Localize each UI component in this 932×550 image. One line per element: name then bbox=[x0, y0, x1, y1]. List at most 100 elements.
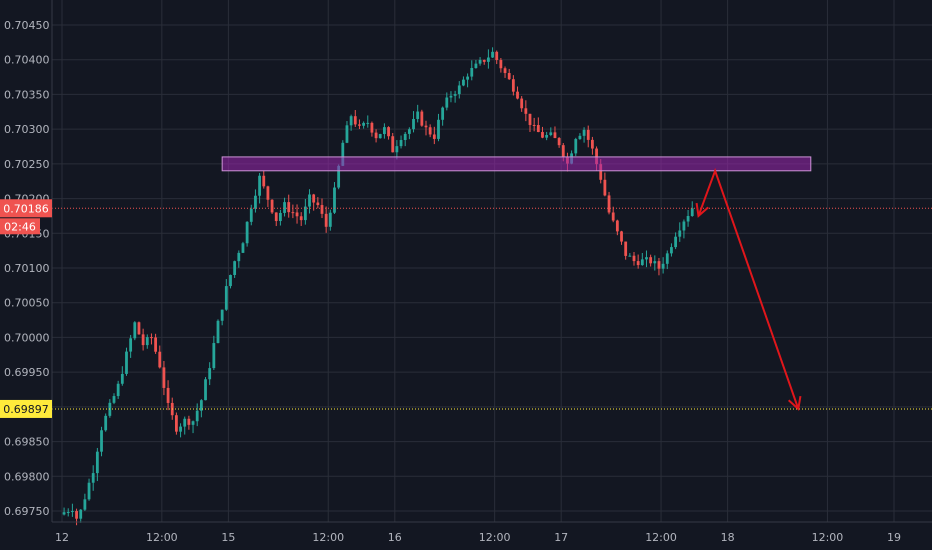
candle-body bbox=[116, 383, 120, 397]
candle-body bbox=[407, 129, 411, 134]
y-tick-label: 0.70450 bbox=[4, 19, 50, 32]
candle-body bbox=[511, 79, 515, 92]
candle-body bbox=[312, 194, 316, 203]
candle-body bbox=[432, 134, 436, 139]
x-tick-label: 19 bbox=[887, 531, 901, 544]
candle-body bbox=[320, 205, 324, 214]
candle-body bbox=[112, 396, 116, 403]
x-tick-label: 12:00 bbox=[146, 531, 178, 544]
candle-body bbox=[208, 368, 212, 380]
candle-body bbox=[216, 320, 220, 344]
candle-body bbox=[175, 415, 178, 432]
candle-body bbox=[358, 124, 361, 126]
candle-body bbox=[611, 212, 615, 221]
candle-body bbox=[553, 132, 557, 139]
candle-body bbox=[657, 261, 661, 269]
candle-body bbox=[366, 122, 370, 124]
candle-body bbox=[682, 221, 686, 231]
candle-body bbox=[224, 286, 228, 310]
candle-body bbox=[179, 426, 182, 432]
candle-body bbox=[333, 187, 336, 213]
candle-body bbox=[462, 79, 465, 86]
candle-body bbox=[162, 367, 166, 388]
candle-body bbox=[557, 138, 561, 146]
candle-body bbox=[424, 125, 428, 128]
candle-body bbox=[258, 175, 261, 196]
candle-body bbox=[528, 113, 532, 125]
candle-body bbox=[75, 511, 78, 519]
candle-body bbox=[445, 97, 449, 108]
candle-body bbox=[482, 59, 486, 62]
candle-body bbox=[71, 511, 74, 513]
candle-body bbox=[383, 127, 386, 135]
y-tick-label: 0.70350 bbox=[4, 88, 50, 101]
resistance-zone-layer bbox=[221, 156, 812, 172]
candle-body bbox=[220, 309, 224, 321]
candle-body bbox=[245, 221, 249, 244]
candle-body bbox=[249, 208, 253, 222]
candle-body bbox=[595, 148, 598, 165]
candle-body bbox=[120, 373, 124, 384]
candle-body bbox=[387, 127, 390, 137]
candle-body bbox=[266, 186, 270, 200]
candle-body bbox=[649, 257, 653, 264]
candle-body bbox=[79, 509, 83, 519]
candle-body bbox=[104, 415, 108, 431]
candle-body bbox=[274, 212, 278, 222]
candle-body bbox=[353, 116, 357, 125]
candle-body bbox=[416, 111, 420, 119]
candle-body bbox=[478, 59, 482, 64]
candle-body bbox=[345, 125, 349, 143]
y-tick-label: 0.70400 bbox=[4, 54, 50, 67]
arrow-head-down bbox=[788, 395, 802, 411]
candle-body bbox=[303, 206, 307, 221]
candle-body bbox=[640, 259, 644, 266]
y-tick-label: 0.69850 bbox=[4, 436, 50, 449]
candle-body bbox=[636, 261, 640, 266]
candle-body bbox=[520, 98, 524, 109]
countdown-label: 02:46 bbox=[4, 220, 36, 233]
candle-body bbox=[628, 255, 632, 257]
candle-body bbox=[166, 387, 170, 403]
candle-body bbox=[599, 164, 603, 180]
candle-body bbox=[449, 95, 453, 98]
x-tick-label: 12:00 bbox=[645, 531, 677, 544]
candle-body bbox=[399, 140, 403, 147]
candle-body bbox=[95, 451, 99, 474]
candle-body bbox=[453, 94, 457, 96]
candle-body bbox=[487, 57, 490, 62]
forecast-path bbox=[697, 167, 800, 410]
candle-body bbox=[183, 418, 187, 427]
candle-body bbox=[561, 145, 565, 158]
candle-body bbox=[524, 108, 528, 114]
candle-body bbox=[212, 343, 216, 369]
candle-body bbox=[287, 202, 291, 213]
candle-body bbox=[466, 76, 469, 80]
candle-body bbox=[141, 334, 145, 346]
candle-body bbox=[686, 216, 690, 222]
x-tick-label: 17 bbox=[554, 531, 568, 544]
candle-body bbox=[441, 107, 445, 120]
price-badges: 0.70186 02:46 0.69897 bbox=[0, 199, 52, 418]
candle-body bbox=[150, 337, 153, 339]
candle-body bbox=[191, 421, 195, 425]
candle-body bbox=[507, 73, 511, 80]
y-tick-label: 0.69800 bbox=[4, 470, 50, 483]
candle-body bbox=[620, 231, 623, 242]
candle-body bbox=[125, 351, 128, 374]
x-tick-label: 18 bbox=[721, 531, 735, 544]
x-tick-label: 15 bbox=[221, 531, 235, 544]
candle-body bbox=[229, 274, 232, 287]
candle-body bbox=[295, 212, 299, 217]
candle-body bbox=[545, 134, 549, 138]
candle-body bbox=[591, 139, 594, 149]
candle-body bbox=[603, 179, 607, 196]
countdown-badge bbox=[0, 218, 40, 235]
candle-body bbox=[83, 499, 87, 510]
candle-body bbox=[516, 91, 519, 99]
candle-body bbox=[299, 216, 303, 221]
forecast-arrow-layer bbox=[695, 167, 802, 411]
candle-body bbox=[395, 146, 399, 153]
